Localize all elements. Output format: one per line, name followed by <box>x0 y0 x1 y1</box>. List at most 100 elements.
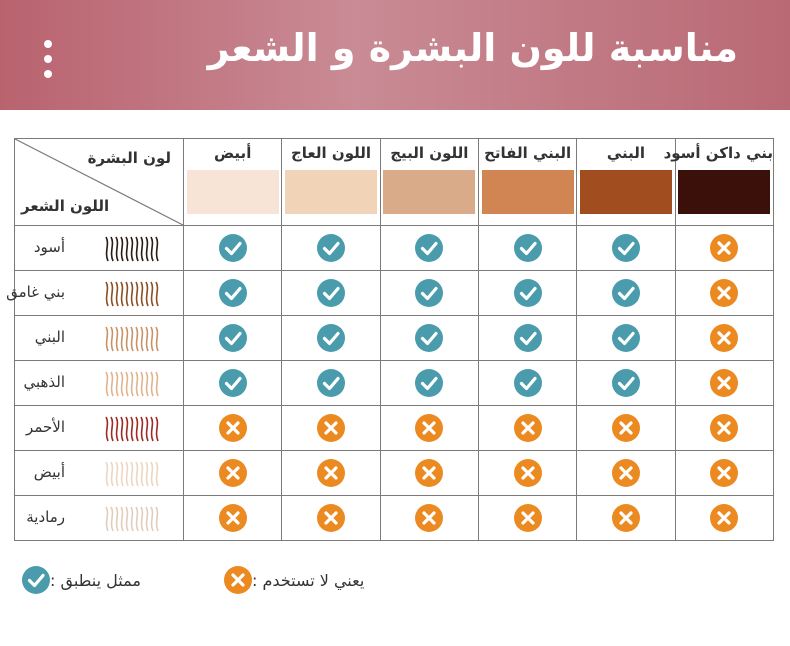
hair-color-label: الذهبي <box>23 373 65 391</box>
skin-column-header: اللون البيج <box>379 138 479 226</box>
compatibility-cell <box>182 495 283 541</box>
compatibility-cell <box>281 405 381 451</box>
check-icon <box>513 369 542 397</box>
cross-icon <box>224 566 252 594</box>
page-title: مناسبة للون البشرة و الشعر <box>207 26 738 70</box>
cross-icon <box>415 414 444 442</box>
cross-icon <box>415 459 444 487</box>
hair-color-label: الأحمر <box>26 418 65 436</box>
legend-check: ممثل ينطبق : <box>16 566 141 594</box>
check-icon <box>316 324 345 352</box>
cross-icon <box>316 459 345 487</box>
compatibility-cell <box>477 315 578 361</box>
compatibility-cell <box>477 495 578 541</box>
check-icon <box>218 279 247 307</box>
cross-icon <box>316 504 345 532</box>
compatibility-table: لون البشرة اللون الشعر أبيض اللون العاج اللو… <box>6 138 775 541</box>
header-banner: مناسبة للون البشرة و الشعر <box>0 0 790 110</box>
hair-row-header: أبيض <box>14 450 184 496</box>
check-icon <box>218 324 247 352</box>
skin-tone-axis-label: لون البشرة <box>87 149 171 167</box>
hair-color-label: رمادية <box>26 508 65 526</box>
check-icon <box>415 234 444 262</box>
compatibility-cell <box>379 360 479 406</box>
legend-cross: يعني لا تستخدم : <box>218 566 364 594</box>
check-icon <box>611 279 640 307</box>
compatibility-cell <box>182 405 283 451</box>
hair-swatch-icon <box>103 506 161 532</box>
table-row: أبيض <box>14 450 775 496</box>
compatibility-cell <box>182 360 283 406</box>
check-icon <box>316 234 345 262</box>
skin-column-header: أبيض <box>182 138 283 226</box>
compatibility-cell <box>674 315 775 361</box>
compatibility-cell <box>576 225 676 271</box>
hair-swatch-icon <box>103 281 161 307</box>
hair-row-header: أسود <box>14 225 184 271</box>
cross-icon <box>710 324 739 352</box>
legend-check-label: ممثل ينطبق : <box>50 570 141 590</box>
compatibility-cell <box>281 225 381 271</box>
cross-icon <box>611 414 640 442</box>
table-row: الذهبي <box>14 360 775 406</box>
check-icon <box>513 234 542 262</box>
compatibility-cell <box>281 360 381 406</box>
compatibility-cell <box>379 495 479 541</box>
compatibility-cell <box>576 360 676 406</box>
skin-column-label: اللون العاج <box>290 144 371 162</box>
cross-icon <box>316 414 345 442</box>
skin-swatch <box>383 170 476 214</box>
skin-swatch <box>481 170 574 214</box>
compatibility-cell <box>182 270 283 316</box>
hair-swatch-icon <box>103 461 161 487</box>
skin-column-header: بني داكن أسود <box>664 138 775 226</box>
cross-icon <box>218 414 247 442</box>
table-header-row: لون البشرة اللون الشعر أبيض اللون العاج اللو… <box>14 138 775 226</box>
hair-row-header: بني غامق <box>6 270 184 316</box>
cross-icon <box>513 504 542 532</box>
check-icon <box>611 234 640 262</box>
check-icon <box>218 234 247 262</box>
cross-icon <box>710 504 739 532</box>
check-icon <box>415 324 444 352</box>
hair-swatch-icon <box>103 326 161 352</box>
table-body: أسود بني غامق البني الذهبي الأحمر أبيض رمادية <box>6 225 775 541</box>
compatibility-cell <box>477 270 578 316</box>
skin-swatch <box>284 170 377 214</box>
hair-row-header: رمادية <box>14 495 184 541</box>
compatibility-cell <box>674 270 775 316</box>
check-icon <box>513 279 542 307</box>
compatibility-cell <box>379 225 479 271</box>
check-icon <box>415 369 444 397</box>
compatibility-cell <box>576 495 676 541</box>
skin-swatch <box>186 170 279 214</box>
skin-column-label: البني الفاتح <box>484 144 572 162</box>
compatibility-cell <box>281 450 381 496</box>
compatibility-cell <box>379 315 479 361</box>
cross-icon <box>710 279 739 307</box>
cross-icon <box>710 414 739 442</box>
compatibility-cell <box>576 315 676 361</box>
check-icon <box>218 369 247 397</box>
cross-icon <box>611 459 640 487</box>
check-icon <box>415 279 444 307</box>
compatibility-cell <box>674 225 775 271</box>
skin-column-label: البني <box>606 144 646 162</box>
compatibility-cell <box>281 495 381 541</box>
compatibility-cell <box>674 495 775 541</box>
hair-swatch-icon <box>103 236 161 262</box>
skin-column-header: البني <box>576 138 676 226</box>
corner-header-cell: لون البشرة اللون الشعر <box>14 138 184 226</box>
compatibility-cell <box>576 270 676 316</box>
more-dots-icon[interactable] <box>44 40 54 85</box>
hair-row-header: البني <box>14 315 184 361</box>
table-row: الأحمر <box>14 405 775 451</box>
check-icon <box>513 324 542 352</box>
cross-icon <box>611 504 640 532</box>
cross-icon <box>710 459 739 487</box>
hair-color-label: أبيض <box>33 463 65 481</box>
skin-column-label: أبيض <box>213 144 252 162</box>
check-icon <box>611 324 640 352</box>
hair-color-label: بني غامق <box>6 283 65 301</box>
compatibility-cell <box>477 225 578 271</box>
